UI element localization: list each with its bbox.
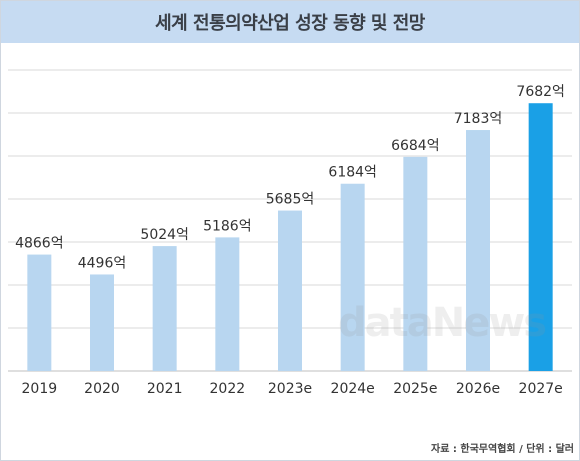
title-bar: 세계 전통의약산업 성장 동향 및 전망 <box>1 1 579 43</box>
x-tick-label-2019: 2019 <box>22 381 58 397</box>
data-label-2026e: 7183억 <box>454 111 503 127</box>
x-tick-label-2024e: 2024e <box>331 381 375 397</box>
bar-2026e <box>466 130 490 371</box>
bar-2025e <box>403 156 428 371</box>
x-tick-label-2023e: 2023e <box>268 381 312 397</box>
data-label-2023e: 5685억 <box>266 192 315 208</box>
bar-2020 <box>90 274 114 371</box>
chart-title: 세계 전통의약산업 성장 동향 및 전망 <box>155 13 425 34</box>
x-tick-label-2022: 2022 <box>210 381 246 397</box>
x-tick-label-2027e: 2027e <box>519 381 563 397</box>
x-tick-label-2026e: 2026e <box>456 381 500 397</box>
source-note: 자료 : 한국무역협회 / 단위 : 달러 <box>431 444 574 455</box>
data-label-2019: 4866억 <box>15 236 64 252</box>
watermark-logo: dataNews <box>338 300 547 346</box>
x-tick-label-2025e: 2025e <box>393 381 437 397</box>
data-label-2027e: 7682억 <box>516 84 565 100</box>
x-tick-label-2020: 2020 <box>84 381 120 397</box>
x-tick-label-2021: 2021 <box>147 381 183 397</box>
data-label-2022: 5186억 <box>203 218 252 234</box>
bar-2022 <box>215 237 240 371</box>
bar-2024e <box>340 183 365 371</box>
bar-2023e <box>278 210 302 371</box>
bar-2021 <box>152 246 177 371</box>
data-label-2024e: 6184억 <box>328 165 377 181</box>
data-label-2025e: 6684억 <box>391 138 440 154</box>
data-label-2021: 5024억 <box>140 227 189 243</box>
bar-2019 <box>27 254 52 371</box>
bar-2027e <box>528 103 553 371</box>
data-label-2020: 4496억 <box>78 255 127 271</box>
